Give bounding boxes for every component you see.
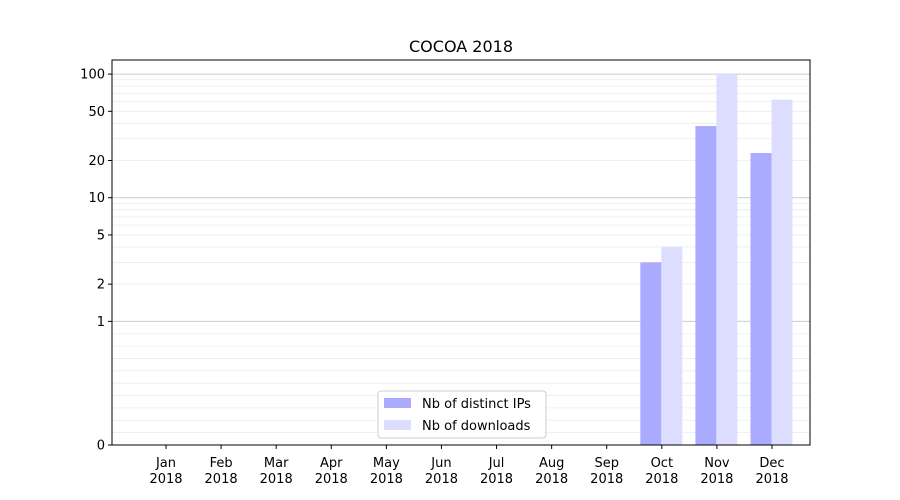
y-tick-label: 10 — [88, 191, 105, 206]
legend-swatch — [384, 398, 411, 408]
x-tick-label-year: 2018 — [535, 472, 568, 487]
x-tick-label-year: 2018 — [590, 472, 623, 487]
legend-swatch — [384, 420, 411, 430]
bar-downloads — [716, 74, 738, 446]
x-axis: Jan2018Feb2018Mar2018Apr2018May2018Jun20… — [149, 445, 789, 487]
bar-downloads — [661, 246, 683, 445]
x-tick-label-year: 2018 — [645, 472, 678, 487]
x-tick-label-month: Feb — [210, 456, 233, 471]
bar-distinct-ips — [750, 153, 772, 445]
x-tick-label-month: Jan — [155, 456, 176, 471]
y-tick-label: 20 — [88, 154, 105, 169]
x-tick-label-month: Dec — [759, 456, 784, 471]
x-tick-label-month: Sep — [594, 456, 619, 471]
x-tick-label-year: 2018 — [700, 472, 733, 487]
x-tick-label-month: Oct — [651, 456, 673, 471]
legend-entry-label: Nb of downloads — [422, 419, 531, 434]
x-tick-label-year: 2018 — [260, 472, 293, 487]
x-tick-label-year: 2018 — [755, 472, 788, 487]
x-tick-label-month: Mar — [264, 456, 289, 471]
x-tick-label-month: Apr — [320, 456, 343, 471]
y-tick-label: 0 — [97, 439, 105, 454]
x-tick-label-year: 2018 — [480, 472, 513, 487]
y-axis: 0 1 2 5 10 20 50 100 — [80, 68, 112, 454]
y-tick-label: 5 — [97, 228, 105, 243]
y-tick-label: 1 — [97, 315, 105, 330]
x-tick-label-month: Jun — [430, 456, 451, 471]
x-tick-label-month: Nov — [704, 456, 730, 471]
legend-entry-label: Nb of distinct IPs — [422, 397, 531, 412]
x-tick-label-month: Jul — [488, 456, 505, 471]
bars — [640, 74, 793, 446]
y-tick-label: 100 — [80, 68, 105, 83]
x-tick-label-year: 2018 — [149, 472, 182, 487]
x-tick-label-month: May — [373, 456, 400, 471]
legend: Nb of distinct IPs Nb of downloads — [377, 390, 547, 439]
x-tick-label-month: Aug — [539, 456, 564, 471]
plot-frame — [111, 59, 811, 446]
bar-distinct-ips — [640, 262, 662, 445]
y-tick-label: 2 — [97, 278, 105, 293]
y-tick-label: 50 — [88, 105, 105, 120]
x-tick-label-year: 2018 — [315, 472, 348, 487]
x-tick-label-year: 2018 — [205, 472, 238, 487]
bar-downloads — [771, 99, 793, 445]
legend-box — [377, 390, 547, 439]
bar-distinct-ips — [695, 126, 717, 445]
x-tick-label-year: 2018 — [425, 472, 458, 487]
x-tick-label-year: 2018 — [370, 472, 403, 487]
chart-title: COCOA 2018 — [409, 37, 513, 56]
